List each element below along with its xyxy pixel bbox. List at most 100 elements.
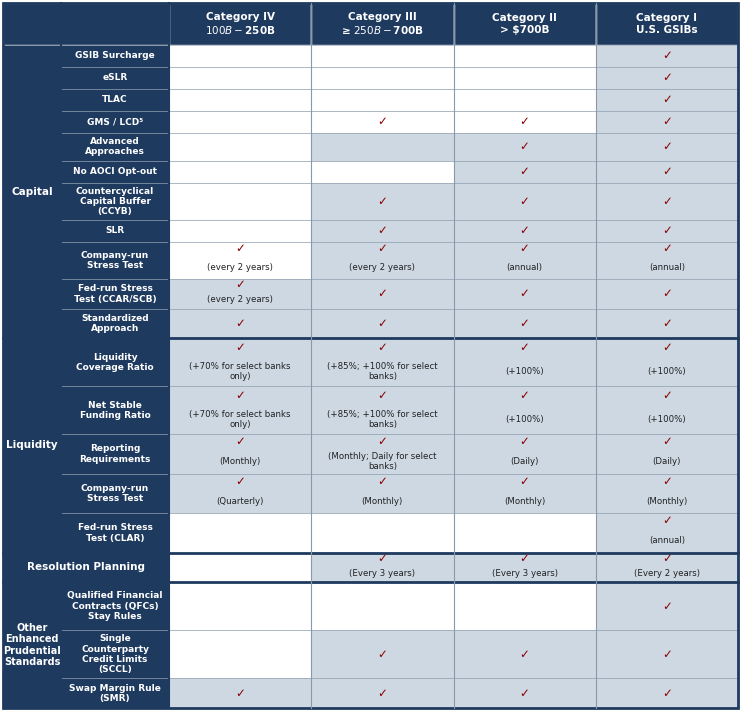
Text: ✓: ✓ [519,242,530,255]
Bar [453,474,596,513]
Text: ✓: ✓ [662,242,672,255]
Bar [596,89,738,111]
Bar [453,89,596,111]
Text: ✓: ✓ [662,600,672,613]
Text: ✓: ✓ [662,50,672,63]
Text: (Monthly; Daily for select
banks): (Monthly; Daily for select banks) [328,452,436,471]
Bar [61,474,169,513]
Bar [169,279,311,309]
Bar [61,89,169,111]
Bar [453,631,596,678]
Bar [61,220,169,242]
Bar [169,161,311,183]
Bar [169,338,311,386]
Text: ✓: ✓ [662,195,672,208]
Text: GSIB Surcharge: GSIB Surcharge [75,51,155,60]
Bar [596,45,738,67]
Text: ✓: ✓ [235,475,245,488]
Text: Category IV
$100B - $250B: Category IV $100B - $250B [205,12,276,36]
Bar [596,279,738,309]
Text: (Quarterly): (Quarterly) [216,496,264,506]
Bar [3,3,169,45]
Text: (+100%): (+100%) [505,415,544,424]
Bar [61,678,169,708]
Text: ✓: ✓ [235,389,245,402]
Text: Single
Counterparty
Credit Limits
(SCCL): Single Counterparty Credit Limits (SCCL) [81,634,149,675]
Bar [61,338,169,386]
Bar [596,338,738,386]
Bar [453,3,596,45]
Bar [311,552,453,582]
Text: ✓: ✓ [235,687,245,700]
Bar [453,386,596,434]
Text: Fed-run Stress
Test (CCAR/SCB): Fed-run Stress Test (CCAR/SCB) [73,284,156,304]
Bar [169,67,311,89]
Bar [169,474,311,513]
Text: ✓: ✓ [519,687,530,700]
Text: (Daily): (Daily) [511,457,539,466]
Bar [61,631,169,678]
Bar [311,45,453,67]
Text: (annual): (annual) [507,263,542,272]
Text: ✓: ✓ [662,552,672,565]
Bar [596,631,738,678]
Text: ✓: ✓ [377,475,388,488]
Text: ✓: ✓ [662,514,672,528]
Text: ✓: ✓ [662,687,672,700]
Bar [3,45,61,338]
Bar [596,67,738,89]
Bar [453,67,596,89]
Bar [169,89,311,111]
Text: ✓: ✓ [519,552,530,565]
Bar [311,309,453,338]
Text: ✓: ✓ [519,389,530,402]
Bar [596,513,738,552]
Text: (annual): (annual) [649,536,685,545]
Bar [169,220,311,242]
Bar [453,434,596,474]
Bar [169,631,311,678]
Text: Liquidity: Liquidity [6,440,58,451]
Bar [169,45,311,67]
Bar [311,161,453,183]
Text: ✓: ✓ [377,317,388,330]
Bar [596,242,738,279]
Bar [169,132,311,161]
Bar [596,161,738,183]
Bar [311,434,453,474]
Bar [453,309,596,338]
Bar [61,242,169,279]
Text: ✓: ✓ [662,648,672,661]
Bar [453,242,596,279]
Text: ✓: ✓ [377,648,388,661]
Bar [61,309,169,338]
Bar [596,3,738,45]
Bar [596,220,738,242]
Text: (+100%): (+100%) [648,367,686,376]
Text: ✓: ✓ [377,389,388,402]
Text: Category III
≥ $250B - $700B: Category III ≥ $250B - $700B [341,12,424,36]
Text: (+70% for select banks
only): (+70% for select banks only) [190,362,291,381]
Bar [61,582,169,631]
Text: ✓: ✓ [235,317,245,330]
Text: ✓: ✓ [519,435,530,449]
Bar [311,89,453,111]
Bar [169,552,311,582]
Bar [311,183,453,220]
Bar [311,279,453,309]
Text: SLR: SLR [105,227,124,235]
Bar [169,434,311,474]
Text: ✓: ✓ [519,475,530,488]
Text: ✓: ✓ [662,287,672,301]
Text: ✓: ✓ [377,242,388,255]
Text: ✓: ✓ [235,242,245,255]
Text: ✓: ✓ [377,341,388,354]
Bar [61,434,169,474]
Text: ✓: ✓ [662,341,672,354]
Bar [311,513,453,552]
Bar [311,582,453,631]
Bar [3,552,169,582]
Bar [596,474,738,513]
Text: ✓: ✓ [377,195,388,208]
Bar [453,513,596,552]
